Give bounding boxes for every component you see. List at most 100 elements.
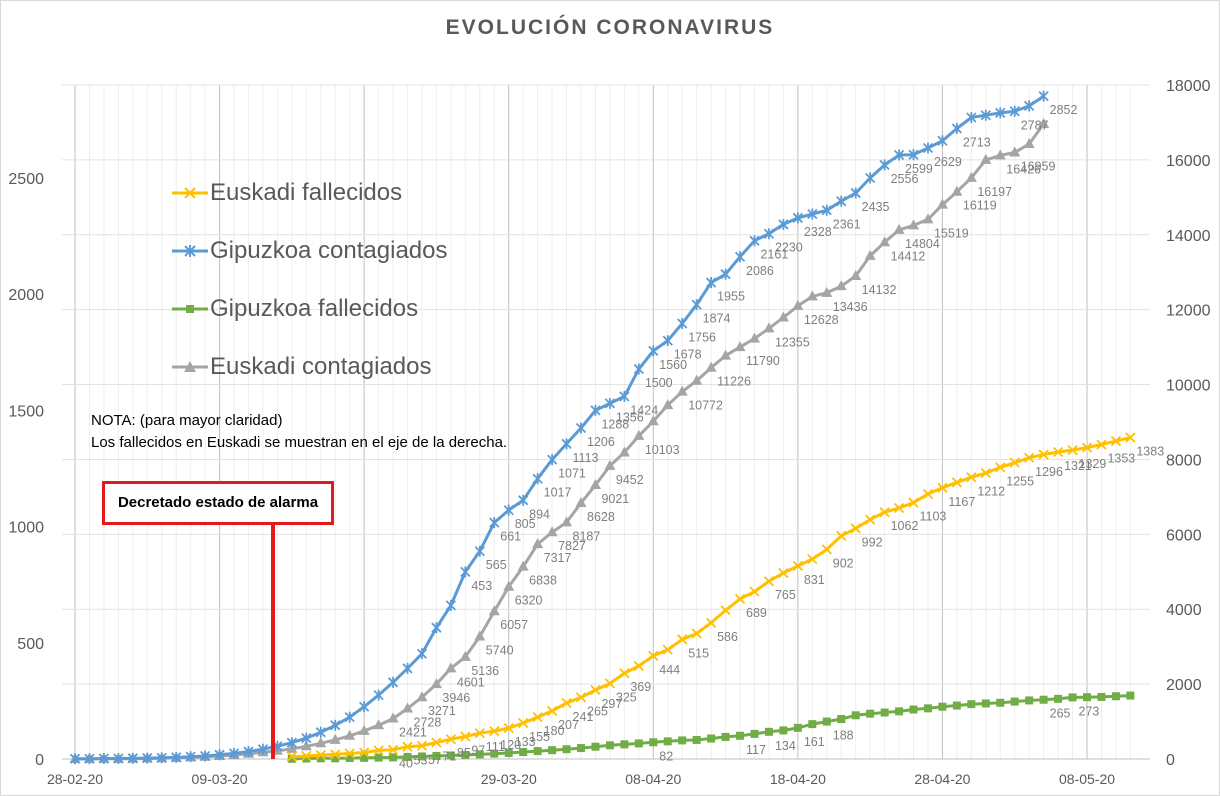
data-label: 1113 — [573, 451, 599, 465]
data-point — [1126, 691, 1135, 700]
data-point — [1009, 457, 1020, 468]
data-point — [490, 749, 499, 758]
data-label: 11226 — [717, 375, 751, 389]
data-label: 2599 — [905, 162, 933, 176]
data-point — [344, 748, 355, 759]
data-point — [750, 729, 759, 738]
data-point — [403, 752, 412, 761]
data-label: 134 — [775, 739, 796, 753]
data-label: 297 — [601, 697, 622, 711]
legend-label: Gipuzkoa fallecidos — [210, 295, 419, 322]
legend-label: Gipuzkoa contagiados — [210, 237, 448, 264]
data-point — [908, 497, 919, 508]
data-point — [1038, 117, 1050, 128]
data-point — [402, 741, 413, 752]
data-label: 992 — [862, 535, 883, 549]
data-point — [793, 723, 802, 732]
data-point — [171, 751, 182, 763]
data-point — [459, 650, 471, 661]
y-left-tick-label: 0 — [35, 752, 44, 769]
data-point — [778, 218, 789, 230]
data-point — [865, 172, 876, 184]
data-point — [561, 438, 572, 450]
data-point — [951, 122, 963, 134]
data-point — [922, 213, 934, 224]
data-point — [517, 560, 529, 571]
data-point — [532, 712, 543, 723]
data-point — [736, 731, 745, 740]
data-label: 8187 — [573, 529, 601, 543]
y-right-tick-label: 8000 — [1166, 452, 1202, 469]
data-point — [387, 676, 399, 688]
data-label: 1062 — [891, 519, 919, 533]
data-point — [1110, 435, 1122, 447]
data-label: 9021 — [601, 492, 629, 506]
data-point — [590, 684, 601, 696]
data-label: 2230 — [775, 241, 803, 255]
data-label: 1329 — [1079, 457, 1107, 471]
data-point — [850, 187, 861, 199]
data-point — [792, 299, 804, 310]
data-point — [763, 228, 775, 240]
data-point — [358, 724, 370, 735]
data-label: 2086 — [746, 264, 774, 278]
data-point — [575, 422, 587, 434]
data-label: 15519 — [934, 226, 969, 240]
data-point — [678, 736, 687, 745]
data-label: 1071 — [558, 467, 586, 481]
data-label: 2787 — [1021, 118, 1049, 132]
data-label: 831 — [804, 573, 825, 587]
legend-swatch-blue-asterisk — [172, 245, 208, 257]
data-label: 82 — [659, 749, 673, 763]
data-point — [142, 752, 153, 764]
y-right-tick-label: 12000 — [1166, 303, 1211, 320]
data-point — [300, 740, 312, 751]
data-point — [1024, 452, 1035, 463]
data-point — [359, 701, 370, 713]
chart-title: EVOLUCIÓN CORONAVIRUS — [445, 16, 775, 39]
data-point — [360, 753, 369, 762]
data-label: 1255 — [1006, 474, 1034, 488]
data-point — [734, 593, 746, 605]
data-point — [589, 479, 601, 490]
note-line: NOTA: (para mayor claridad) — [91, 412, 283, 429]
data-point — [430, 678, 442, 689]
data-point — [764, 727, 773, 736]
data-point — [474, 728, 485, 739]
data-point — [475, 750, 484, 759]
data-point — [518, 494, 529, 506]
y-right-tick-label: 2000 — [1166, 677, 1202, 694]
data-label: 2435 — [862, 200, 890, 214]
data-point — [909, 705, 918, 714]
data-label: 16959 — [1021, 160, 1056, 174]
data-label: 7827 — [558, 539, 586, 553]
data-point — [286, 751, 297, 762]
data-label: 10103 — [645, 443, 680, 457]
data-point — [850, 269, 862, 280]
data-point — [707, 734, 716, 743]
data-point — [952, 701, 961, 710]
data-label: 40 — [399, 757, 413, 771]
data-point — [445, 734, 457, 745]
data-point — [777, 311, 789, 322]
data-point — [519, 748, 528, 757]
data-point — [156, 752, 167, 764]
data-point — [995, 107, 1006, 119]
data-label: 16197 — [977, 185, 1012, 199]
data-point — [951, 477, 963, 488]
data-label: 117 — [746, 743, 766, 757]
data-point — [763, 576, 775, 587]
data-point — [488, 605, 500, 616]
data-label: 16426 — [1006, 162, 1041, 176]
data-point — [821, 544, 832, 555]
data-label: 85 — [457, 746, 471, 760]
data-point — [315, 749, 326, 761]
y-left-tick-label: 2000 — [8, 287, 44, 304]
data-point — [893, 223, 905, 234]
data-point — [619, 668, 630, 679]
data-point — [837, 715, 846, 724]
data-label: 273 — [1079, 704, 1100, 718]
data-point — [806, 290, 818, 301]
data-point — [344, 729, 356, 740]
